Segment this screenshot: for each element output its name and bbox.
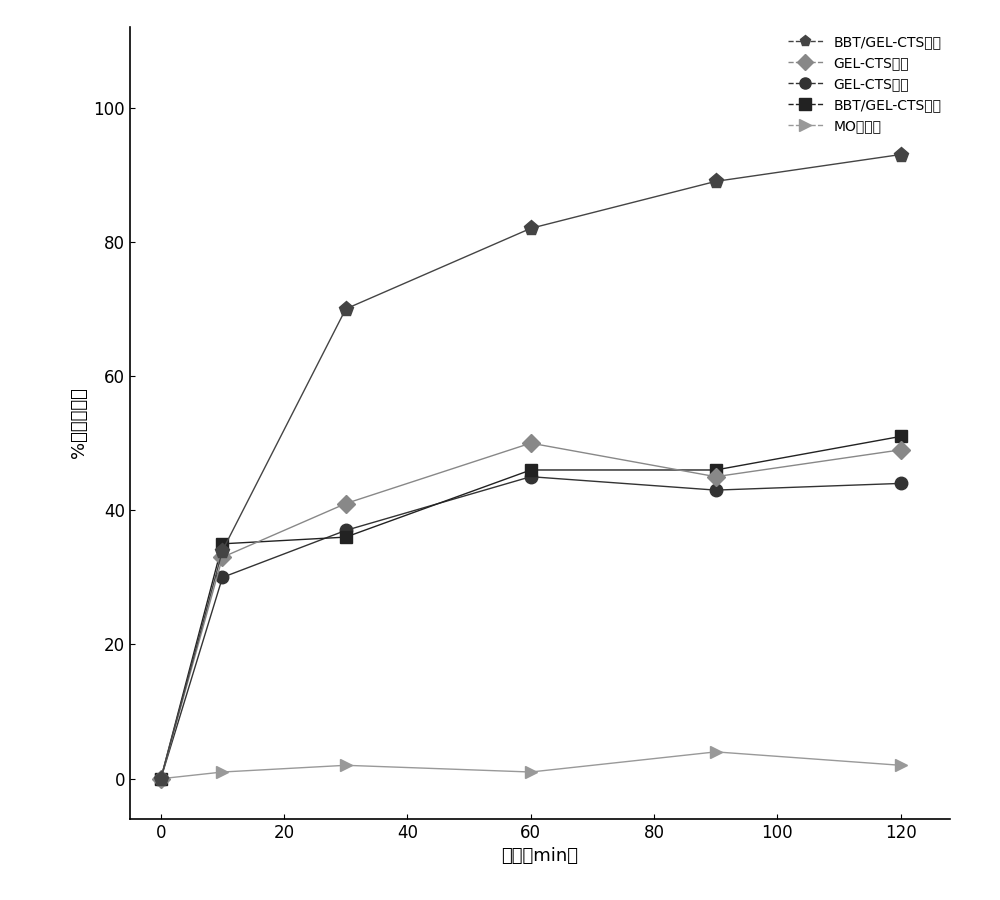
GEL-CTS光照 [710, 472, 722, 482]
Line: BBT/GEL-CTS暗态: BBT/GEL-CTS暗态 [155, 430, 907, 785]
MO纯光照 [340, 760, 352, 770]
GEL-CTS光照 [340, 498, 352, 508]
GEL-CTS暗态 [340, 525, 352, 535]
MO纯光照 [895, 760, 907, 770]
GEL-CTS暗态 [155, 773, 167, 784]
BBT/GEL-CTS暗态 [340, 532, 352, 543]
GEL-CTS暗态 [525, 472, 537, 482]
BBT/GEL-CTS暗态 [216, 538, 228, 549]
BBT/GEL-CTS光照 [710, 176, 722, 187]
MO纯光照 [216, 767, 228, 778]
GEL-CTS光照 [155, 773, 167, 784]
MO纯光照 [525, 767, 537, 778]
BBT/GEL-CTS光照 [216, 545, 228, 556]
GEL-CTS光照 [216, 552, 228, 562]
GEL-CTS暗态 [710, 485, 722, 496]
Line: GEL-CTS暗态: GEL-CTS暗态 [155, 471, 907, 785]
Line: GEL-CTS光照: GEL-CTS光照 [155, 436, 907, 785]
X-axis label: 时间（min）: 时间（min） [502, 848, 578, 866]
Legend: BBT/GEL-CTS光照, GEL-CTS光照, GEL-CTS暗态, BBT/GEL-CTS暗态, MO纯光照: BBT/GEL-CTS光照, GEL-CTS光照, GEL-CTS暗态, BBT… [782, 30, 947, 139]
GEL-CTS光照 [895, 445, 907, 455]
BBT/GEL-CTS光照 [525, 223, 537, 234]
Y-axis label: %（去除率）: %（去除率） [70, 388, 88, 458]
GEL-CTS暗态 [895, 478, 907, 489]
BBT/GEL-CTS暗态 [710, 464, 722, 475]
BBT/GEL-CTS暗态 [895, 431, 907, 442]
BBT/GEL-CTS暗态 [525, 464, 537, 475]
GEL-CTS光照 [525, 437, 537, 448]
BBT/GEL-CTS暗态 [155, 773, 167, 784]
GEL-CTS暗态 [216, 572, 228, 583]
Line: BBT/GEL-CTS光照: BBT/GEL-CTS光照 [153, 147, 908, 787]
BBT/GEL-CTS光照 [895, 149, 907, 160]
BBT/GEL-CTS光照 [340, 303, 352, 314]
MO纯光照 [155, 773, 167, 784]
BBT/GEL-CTS光照 [155, 773, 167, 784]
Line: MO纯光照: MO纯光照 [155, 745, 907, 785]
MO纯光照 [710, 746, 722, 757]
